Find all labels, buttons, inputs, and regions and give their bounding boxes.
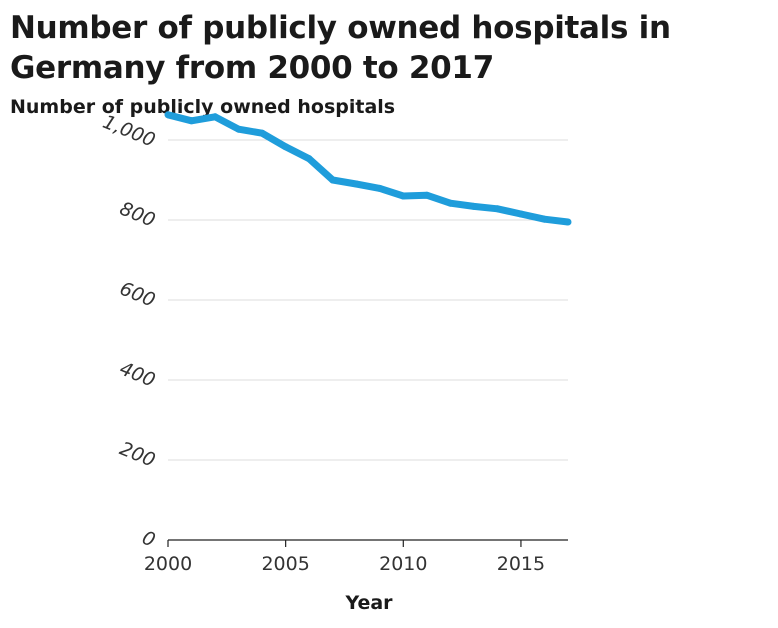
y-tick-labels: 0 200 400 600 800 1,000 [100, 111, 159, 552]
chart-title: Number of publicly owned hospitals in Ge… [10, 10, 671, 86]
y-tick-label: 200 [117, 438, 159, 472]
series-group [164, 111, 572, 226]
data-point-2015 [517, 210, 525, 218]
data-point-2008 [352, 180, 360, 188]
y-tick-label: 0 [139, 527, 158, 552]
series-line [167, 111, 569, 226]
y-tick-label: 600 [117, 278, 159, 312]
data-point-2002 [211, 113, 219, 121]
data-point-2010 [399, 192, 407, 200]
x-tick-label: 2000 [144, 553, 192, 575]
y-tick-label: 400 [117, 358, 159, 392]
data-point-2006 [305, 155, 313, 163]
data-point-2012 [446, 199, 454, 207]
x-tick-label: 2015 [497, 553, 545, 575]
y-tick-label: 800 [117, 198, 159, 232]
data-point-2007 [329, 176, 337, 184]
data-point-2001 [188, 117, 196, 125]
data-point-2005 [282, 143, 290, 151]
data-point-2004 [258, 129, 266, 137]
x-tick-label: 2010 [379, 553, 427, 575]
y-tick-label: 1,000 [100, 111, 159, 152]
data-point-2009 [376, 184, 384, 192]
data-point-2000 [164, 111, 172, 119]
x-tick-label: 2005 [261, 553, 309, 575]
x-tick-labels: 2000 2005 2010 2015 [144, 553, 545, 575]
y-axis-label: Number of publicly owned hospitals [10, 96, 396, 118]
data-point-2014 [493, 205, 501, 213]
gridlines [168, 139, 568, 461]
data-point-2017 [564, 218, 572, 226]
data-point-2003 [235, 125, 243, 133]
data-point-2016 [540, 215, 548, 223]
data-point-2011 [423, 191, 431, 199]
x-axis-label: Year [345, 592, 393, 614]
x-axis [167, 539, 568, 547]
data-point-2013 [470, 202, 478, 210]
